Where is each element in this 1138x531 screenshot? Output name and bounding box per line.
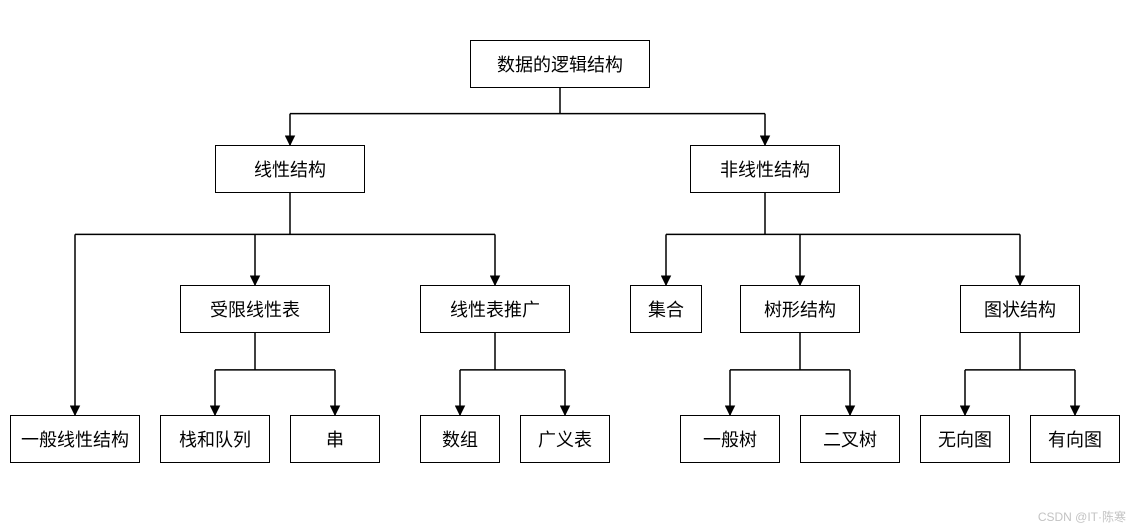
node-gtree: 一般树 (680, 415, 780, 463)
node-array: 数组 (420, 415, 500, 463)
node-btree: 二叉树 (800, 415, 900, 463)
node-extended: 线性表推广 (420, 285, 570, 333)
node-set: 集合 (630, 285, 702, 333)
node-stack_queue: 栈和队列 (160, 415, 270, 463)
node-restricted: 受限线性表 (180, 285, 330, 333)
watermark-text: CSDN @IT·陈寒 (1038, 508, 1126, 525)
node-general_linear: 一般线性结构 (10, 415, 140, 463)
node-glist: 广义表 (520, 415, 610, 463)
node-root: 数据的逻辑结构 (470, 40, 650, 88)
node-graph: 图状结构 (960, 285, 1080, 333)
node-nonlinear: 非线性结构 (690, 145, 840, 193)
node-ugraph: 无向图 (920, 415, 1010, 463)
diagram-canvas: 数据的逻辑结构线性结构 非线性结构受限线性表 线性表推广 集合树形结构 图状结构一般线性… (0, 0, 1138, 531)
node-linear: 线性结构 (215, 145, 365, 193)
node-tree: 树形结构 (740, 285, 860, 333)
node-dgraph: 有向图 (1030, 415, 1120, 463)
node-string: 串 (290, 415, 380, 463)
